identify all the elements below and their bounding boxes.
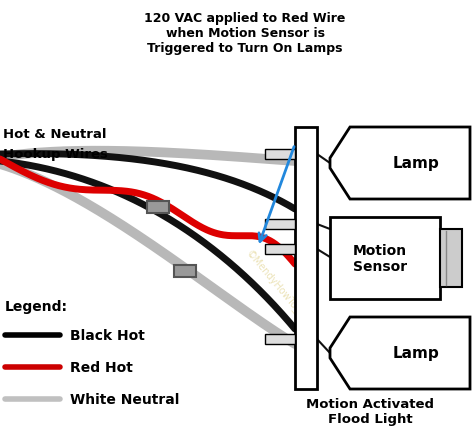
Bar [174,265,196,277]
Text: Lamp: Lamp [392,156,439,171]
Text: Red Hot: Red Hot [70,360,133,374]
Text: 120 VAC applied to Red Wire
when Motion Sensor is
Triggered to Turn On Lamps: 120 VAC applied to Red Wire when Motion … [144,12,346,55]
Bar [295,128,317,389]
Text: White Neutral: White Neutral [70,392,179,406]
Text: ©MendyHowTo_com: ©MendyHowTo_com [244,248,316,331]
Text: Motion
Sensor: Motion Sensor [353,244,407,273]
Polygon shape [330,128,470,200]
Bar [440,230,462,287]
Text: Hookup Wires: Hookup Wires [3,148,108,161]
Bar [265,244,295,254]
Text: Hot & Neutral: Hot & Neutral [3,128,107,141]
Text: Motion Activated
Flood Light: Motion Activated Flood Light [306,397,434,425]
Polygon shape [330,317,470,389]
Text: Legend:: Legend: [5,299,68,313]
Text: Black Hot: Black Hot [70,328,145,342]
Bar [265,150,295,159]
Bar [147,201,169,213]
Bar [265,219,295,230]
Text: Lamp: Lamp [392,346,439,360]
Bar [330,218,440,299]
Bar [265,334,295,344]
